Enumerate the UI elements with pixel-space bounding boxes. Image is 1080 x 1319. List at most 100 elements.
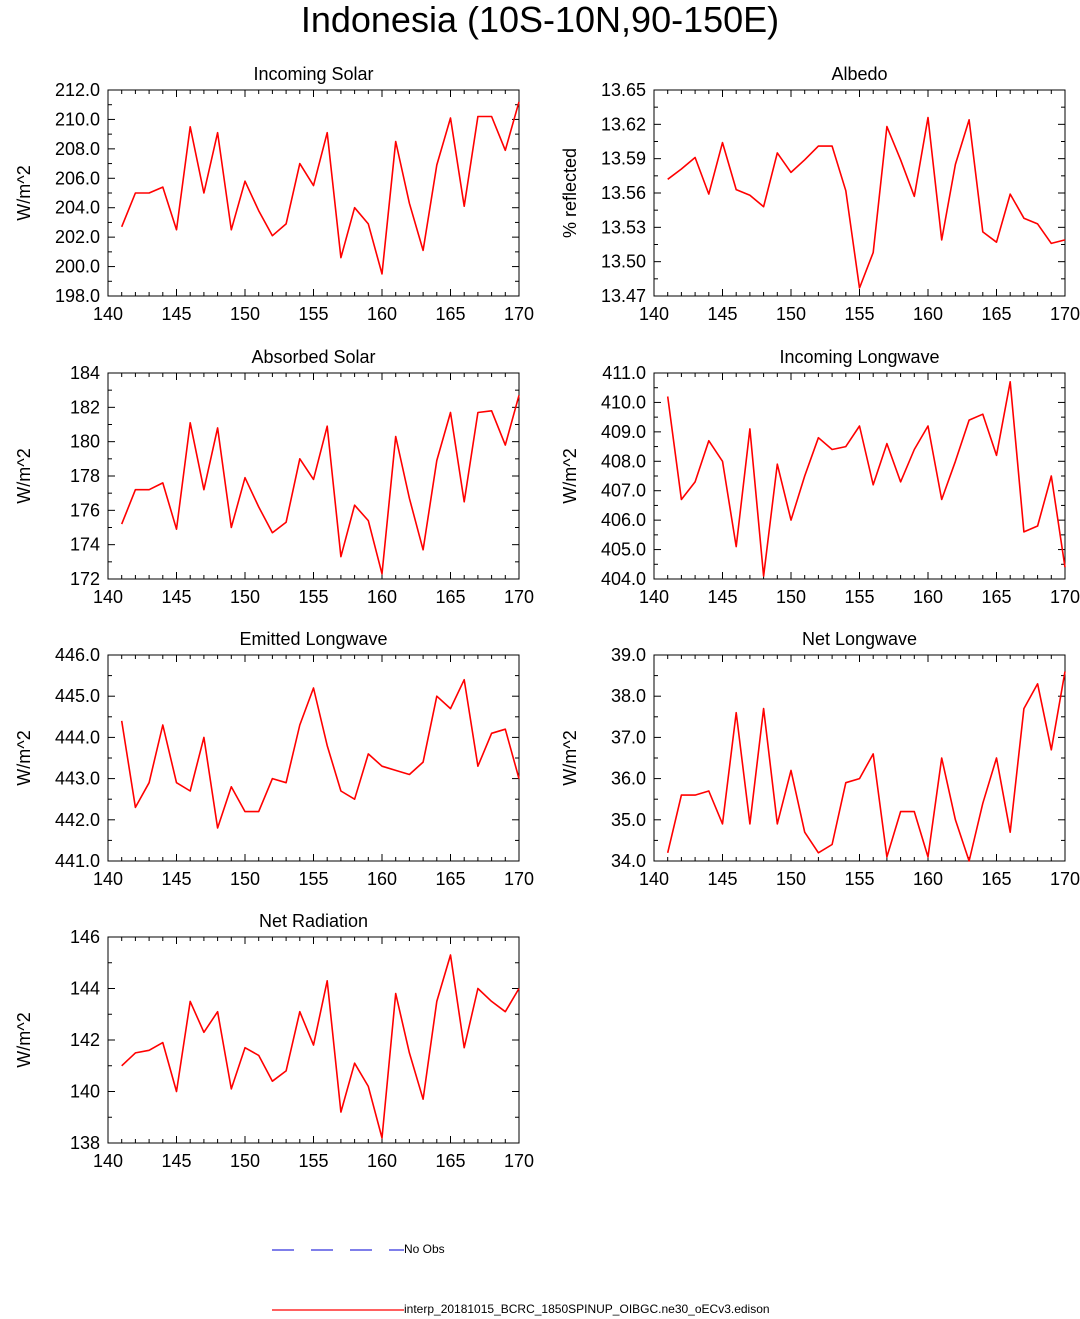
series-line <box>667 116 1066 289</box>
y-tick-label: 176 <box>70 500 100 520</box>
chart-title: Net Longwave <box>802 629 917 649</box>
y-tick-label: 35.0 <box>611 810 646 830</box>
x-tick-label: 145 <box>707 869 737 889</box>
plot-frame <box>653 654 1066 862</box>
chart-svg: Incoming Longwave W/m^2 140 145 150 155 160 165… <box>560 347 1080 607</box>
y-tick-label: 208.0 <box>55 139 100 159</box>
x-tick-label: 150 <box>776 587 806 607</box>
chart-svg: Net Longwave W/m^2 140 145 150 155 160 165 170 34… <box>560 629 1080 889</box>
chart-panel-0: Incoming Solar W/m^2 140 145 150 155 160 165 170… <box>8 58 548 348</box>
x-tick-label: 145 <box>161 587 191 607</box>
x-tick-label: 145 <box>707 304 737 324</box>
y-tick-label: 443.0 <box>55 769 100 789</box>
y-tick-label: 410.0 <box>601 392 646 412</box>
y-tick-label: 144 <box>70 979 100 999</box>
y-tick-label: 210.0 <box>55 109 100 129</box>
y-tick-label: 172 <box>70 569 100 589</box>
legend-obs-line-icon <box>272 1249 404 1251</box>
x-tick-label: 165 <box>981 304 1011 324</box>
y-axis-label: W/m^2 <box>14 730 34 785</box>
y-tick-label: 13.65 <box>601 80 646 100</box>
x-tick-label: 150 <box>776 869 806 889</box>
y-tick-label: 200.0 <box>55 257 100 277</box>
x-tick-label: 155 <box>844 587 874 607</box>
series-line <box>121 954 520 1139</box>
chart-panel-1: Albedo % reflected 140 145 150 155 160 165 170 13… <box>554 58 1080 348</box>
x-tick-label: 160 <box>913 869 943 889</box>
x-tick-label: 160 <box>367 587 397 607</box>
y-tick-label: 13.59 <box>601 149 646 169</box>
series-line <box>666 671 1066 862</box>
x-tick-label: 140 <box>639 587 669 607</box>
y-tick-label: 142 <box>70 1030 100 1050</box>
y-tick-label: 202.0 <box>55 227 100 247</box>
y-axis-label: W/m^2 <box>560 448 580 503</box>
x-tick-label: 170 <box>1050 869 1080 889</box>
x-tick-label: 170 <box>504 304 534 324</box>
y-tick-label: 408.0 <box>601 451 646 471</box>
chart-panel-5: Net Longwave W/m^2 140 145 150 155 160 165 170 34… <box>554 623 1080 913</box>
chart-panel-6: Net Radiation W/m^2 140 145 150 155 160 165 170 1… <box>8 905 548 1195</box>
chart-panel-2: Absorbed Solar W/m^2 140 145 150 155 160 165 170… <box>8 341 548 631</box>
y-tick-label: 178 <box>70 466 100 486</box>
series-line <box>120 678 520 829</box>
x-tick-label: 165 <box>435 1151 465 1171</box>
chart-title: Absorbed Solar <box>251 347 375 367</box>
y-tick-label: 409.0 <box>601 422 646 442</box>
plot-frame <box>107 372 520 580</box>
legend-item-obs: No Obs <box>270 1241 830 1259</box>
figure-title: Indonesia (10S-10N,90-150E) <box>300 0 780 40</box>
y-tick-label: 140 <box>70 1082 100 1102</box>
y-tick-label: 13.62 <box>601 114 646 134</box>
x-tick-label: 170 <box>504 587 534 607</box>
chart-svg: Absorbed Solar W/m^2 140 145 150 155 160 165 170… <box>14 347 534 607</box>
x-tick-label: 150 <box>230 304 260 324</box>
x-tick-label: 140 <box>93 1151 123 1171</box>
x-tick-label: 165 <box>435 304 465 324</box>
plot-frame <box>653 89 1066 297</box>
series-line <box>120 101 520 275</box>
x-tick-label: 155 <box>844 304 874 324</box>
chart-panel-4: Emitted Longwave W/m^2 140 145 150 155 160 165 1… <box>8 623 548 913</box>
y-axis-label: W/m^2 <box>560 730 580 785</box>
chart-panel-3: Incoming Longwave W/m^2 140 145 150 155 160 165… <box>554 341 1080 631</box>
chart-title: Incoming Longwave <box>779 347 939 367</box>
plot-frame <box>107 654 520 862</box>
x-tick-label: 155 <box>298 869 328 889</box>
chart-svg: Incoming Solar W/m^2 140 145 150 155 160 165 170… <box>14 64 534 324</box>
x-tick-label: 140 <box>93 869 123 889</box>
chart-title: Albedo <box>831 64 887 84</box>
chart-title: Emitted Longwave <box>239 629 387 649</box>
legend-obs-label: No Obs <box>404 1242 445 1256</box>
x-tick-label: 165 <box>981 587 1011 607</box>
legend-item-model: interp_20181015_BCRC_1850SPINUP_OIBGC.ne… <box>270 1301 830 1319</box>
y-tick-label: 184 <box>70 363 100 383</box>
legend-model-label: interp_20181015_BCRC_1850SPINUP_OIBGC.ne… <box>404 1302 770 1316</box>
x-tick-label: 160 <box>367 869 397 889</box>
y-tick-label: 445.0 <box>55 686 100 706</box>
x-tick-label: 150 <box>776 304 806 324</box>
x-tick-label: 160 <box>367 304 397 324</box>
y-tick-label: 204.0 <box>55 198 100 218</box>
chart-title: Net Radiation <box>259 911 368 931</box>
y-axis-label: W/m^2 <box>14 448 34 503</box>
x-tick-label: 165 <box>981 869 1011 889</box>
chart-svg: Emitted Longwave W/m^2 140 145 150 155 160 165 1… <box>14 629 534 889</box>
x-tick-label: 170 <box>504 869 534 889</box>
y-tick-label: 406.0 <box>601 510 646 530</box>
y-tick-label: 444.0 <box>55 727 100 747</box>
y-tick-label: 34.0 <box>611 851 646 871</box>
y-tick-label: 13.47 <box>601 286 646 306</box>
y-tick-label: 206.0 <box>55 168 100 188</box>
x-tick-label: 165 <box>435 869 465 889</box>
y-tick-label: 405.0 <box>601 540 646 560</box>
y-axis-label: W/m^2 <box>14 165 34 220</box>
x-tick-label: 155 <box>844 869 874 889</box>
y-axis-label: % reflected <box>560 148 580 238</box>
x-tick-label: 140 <box>93 587 123 607</box>
chart-title: Incoming Solar <box>253 64 373 84</box>
y-tick-label: 13.56 <box>601 183 646 203</box>
x-tick-label: 170 <box>504 1151 534 1171</box>
x-tick-label: 145 <box>707 587 737 607</box>
y-tick-label: 13.53 <box>601 217 646 237</box>
